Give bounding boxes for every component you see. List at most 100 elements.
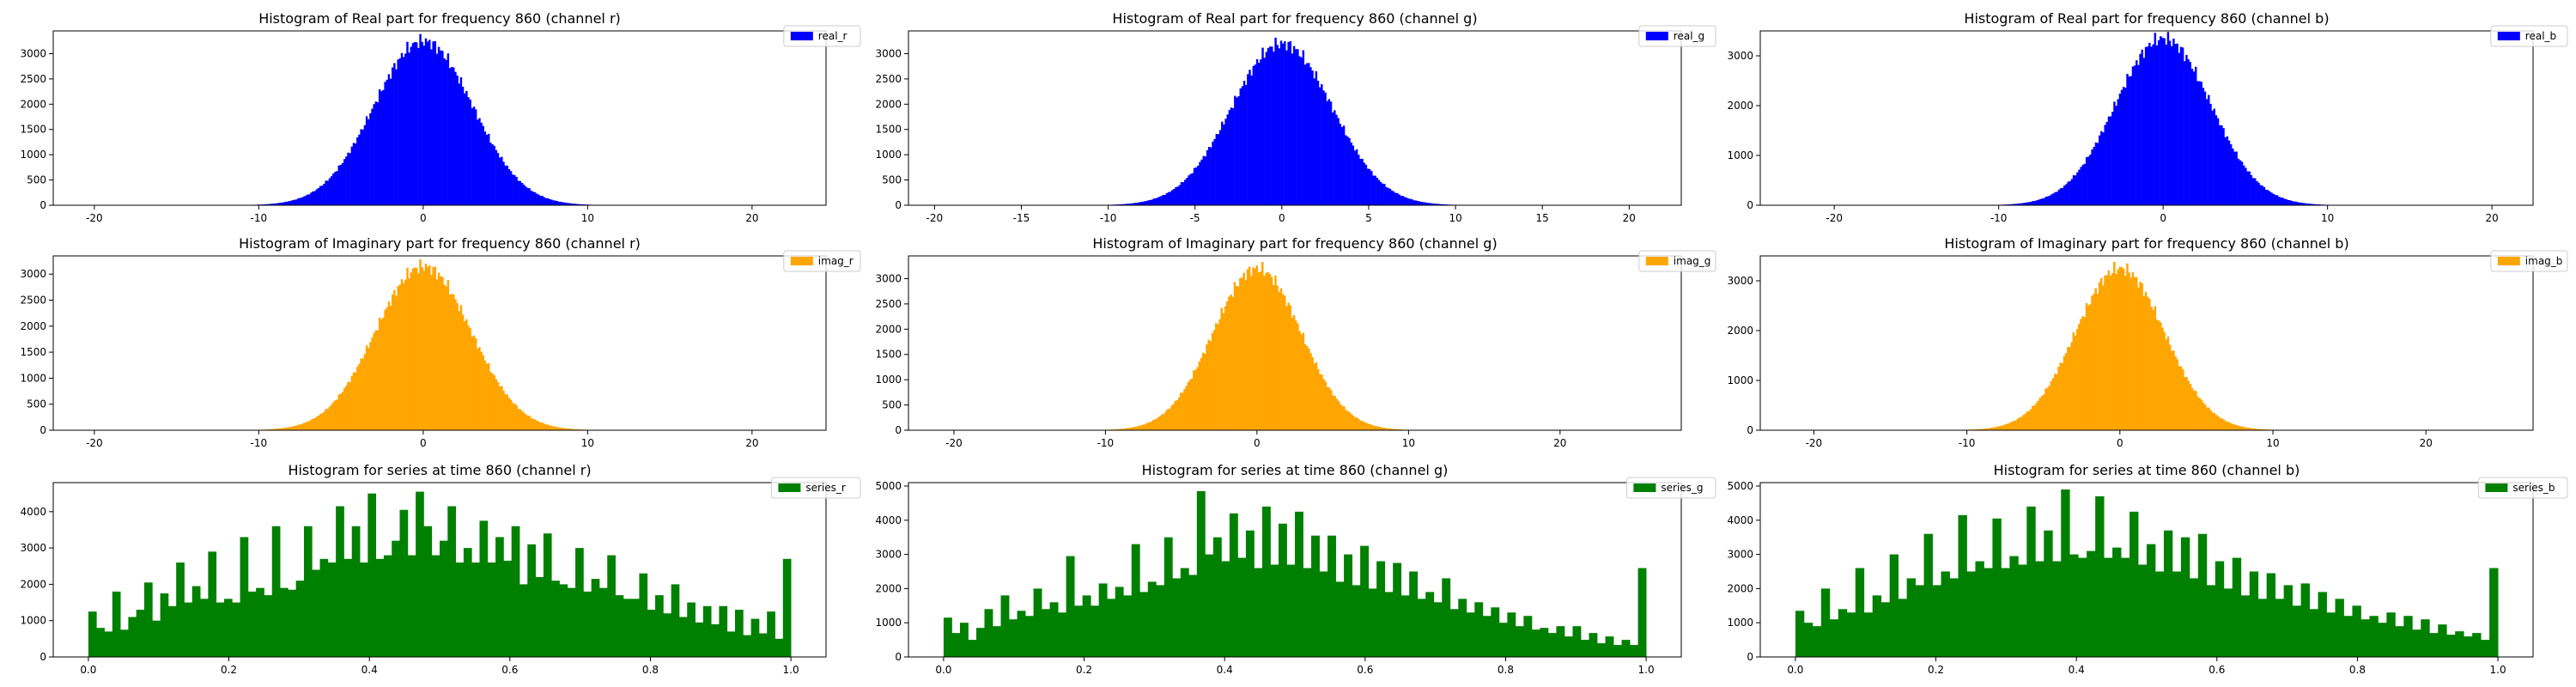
histogram-bar — [2239, 426, 2242, 430]
y-tick-label: 3000 — [875, 549, 902, 561]
histogram-bar — [1228, 110, 1231, 205]
histogram-bar — [477, 119, 479, 205]
histogram-bar — [2176, 359, 2179, 430]
histogram-bar — [515, 176, 518, 205]
histogram-bar — [2074, 175, 2077, 205]
histogram-bar — [678, 617, 688, 657]
histogram-bar — [1337, 400, 1340, 430]
histogram-bar — [2107, 270, 2111, 430]
histogram-bar — [2096, 143, 2099, 205]
histogram-bar — [464, 93, 466, 205]
y-axis: 0 500 1000 1500 2000 2500 3000 — [875, 272, 908, 436]
histogram-bar — [607, 555, 616, 657]
histogram-bar — [1009, 619, 1018, 657]
histogram-bar — [1429, 203, 1432, 205]
histogram-bar — [136, 610, 145, 657]
histogram-bar — [1204, 353, 1206, 430]
histogram-bar — [2081, 316, 2084, 430]
histogram-bar — [297, 198, 300, 205]
histogram-bar — [522, 185, 526, 205]
axes-frame — [1759, 30, 2534, 206]
histogram-bar — [2298, 202, 2301, 205]
histogram-bar — [2249, 571, 2259, 657]
histogram-bar — [1281, 294, 1285, 430]
histogram-bar — [422, 46, 426, 206]
histogram-bar — [284, 202, 287, 205]
histogram-bar — [2024, 202, 2027, 205]
histogram-bar — [1156, 585, 1165, 657]
histogram-bar — [2277, 197, 2281, 205]
histogram-bar — [2118, 266, 2122, 430]
histogram-bar — [343, 387, 346, 430]
histogram-bar — [453, 67, 455, 206]
histogram-bar — [1170, 405, 1173, 430]
histogram-bar — [1176, 400, 1179, 430]
histogram-bar — [1324, 381, 1327, 430]
histogram-bar — [456, 302, 459, 430]
histogram-bar — [2216, 118, 2220, 205]
histogram-bar — [474, 337, 477, 430]
histogram-bar — [317, 415, 320, 430]
histogram-bar — [1344, 554, 1352, 657]
histogram-bar — [539, 422, 542, 430]
histogram-bar — [2287, 199, 2290, 205]
histogram-bar — [2161, 327, 2164, 430]
histogram-bar — [526, 187, 529, 205]
histogram-bar — [2109, 116, 2112, 205]
x-tick-label: 0 — [1279, 212, 1285, 224]
histogram-bar — [270, 204, 274, 205]
chart-title: Histogram of Real part for frequency 860… — [1112, 10, 1477, 27]
histogram-bar — [1183, 389, 1186, 430]
histogram-bar — [419, 259, 422, 430]
histogram-bar — [386, 79, 388, 205]
histogram-bar — [2144, 291, 2148, 430]
histogram-bar — [2166, 336, 2170, 430]
histogram-bar — [1180, 568, 1189, 657]
histogram-bar — [310, 192, 313, 205]
histogram-bar — [562, 428, 564, 430]
histogram-bar — [275, 429, 277, 430]
histogram-bar — [471, 562, 480, 657]
histogram-bar — [565, 203, 568, 205]
histogram-bar — [1249, 70, 1251, 205]
histogram-bar — [2148, 42, 2151, 205]
histogram-bar — [2185, 54, 2188, 205]
histogram-bar — [374, 101, 378, 205]
histogram-bar — [167, 605, 177, 657]
histogram-bar — [2128, 272, 2130, 430]
histogram-bar — [959, 623, 969, 657]
histogram-bar — [471, 107, 474, 205]
histogram-bar — [2147, 544, 2156, 657]
legend: real_g — [1638, 25, 1716, 47]
histogram-bar — [1458, 599, 1467, 657]
histogram-bar — [1311, 357, 1314, 430]
legend-label: real_b — [2525, 30, 2556, 42]
histogram-bar — [1889, 554, 1899, 657]
x-tick-label: 20 — [1553, 437, 1566, 449]
histogram-bar — [265, 204, 268, 205]
histogram-bar — [431, 555, 440, 657]
histogram-bar — [1173, 189, 1176, 205]
histogram-bar — [1201, 352, 1205, 430]
y-tick-label: 0 — [39, 424, 46, 436]
x-axis: -20 -15 -10 -5 0 5 10 15 20 — [927, 205, 1636, 224]
histogram-bar — [1348, 412, 1352, 430]
histogram-bar — [735, 610, 744, 657]
histogram-bar — [1396, 192, 1399, 205]
histogram-bar — [1335, 398, 1339, 430]
histogram-bar — [2300, 203, 2303, 205]
histogram-panel-6: Histogram of Imaginary part for frequenc… — [1727, 235, 2568, 449]
histogram-bar — [489, 371, 492, 430]
histogram-bar — [469, 100, 471, 205]
axes-frame — [52, 255, 827, 431]
histogram-bar — [1190, 378, 1194, 430]
histogram-bar — [389, 78, 392, 206]
histogram-bar — [397, 286, 399, 430]
histogram-bar — [1880, 602, 1891, 657]
histogram-bar — [2076, 172, 2079, 205]
histogram-bar — [2087, 550, 2096, 657]
histogram-bar — [2056, 374, 2058, 430]
histogram-bar — [513, 175, 516, 205]
histogram-bar — [1297, 323, 1299, 430]
histogram-bar — [1213, 138, 1216, 205]
